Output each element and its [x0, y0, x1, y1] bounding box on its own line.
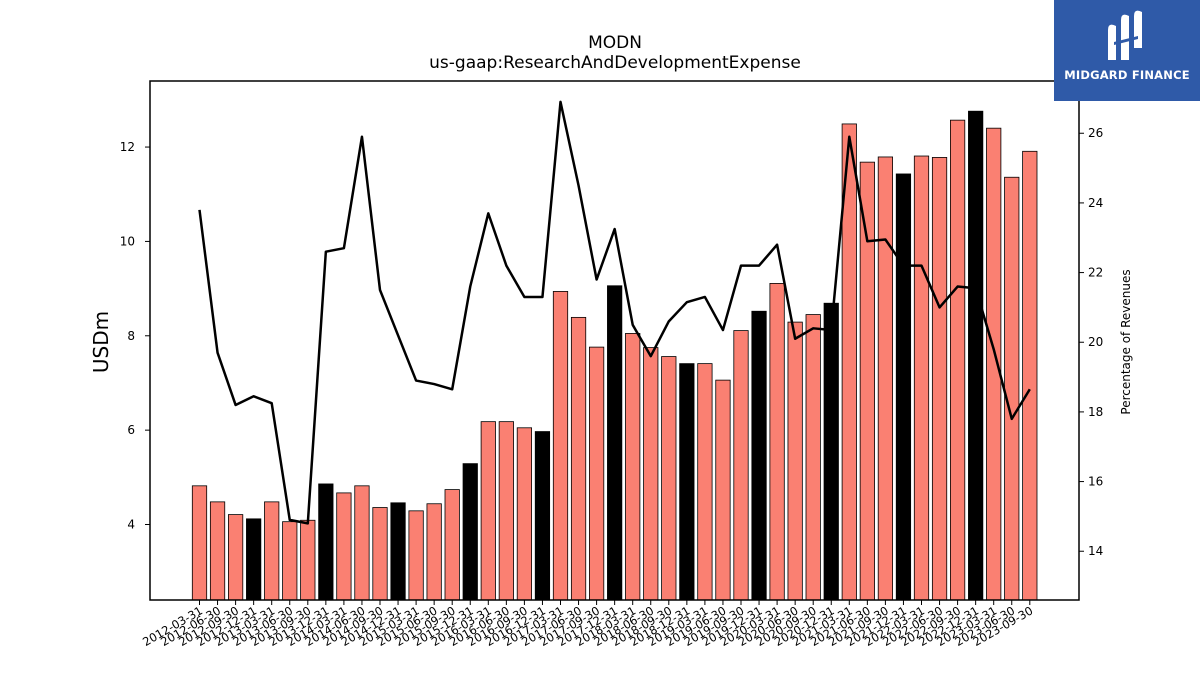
y-tick-label-left: 8: [127, 329, 135, 343]
y-tick-label-left: 12: [120, 140, 135, 154]
bar: [805, 314, 821, 601]
y-tick-label-left: 4: [127, 518, 135, 532]
bar: [968, 110, 984, 601]
bar: [354, 485, 370, 601]
percentage-line: [198, 100, 1031, 525]
bar: [679, 363, 695, 601]
bar: [859, 161, 875, 601]
y-tick-label-right: 22: [1088, 266, 1103, 280]
bar: [570, 316, 587, 601]
bar: [534, 431, 551, 601]
bar: [462, 463, 478, 601]
bar: [697, 363, 713, 601]
y-tick-label-left: 10: [120, 234, 135, 248]
logo-text: MIDGARD FINANCE: [1064, 68, 1190, 82]
bar: [607, 285, 623, 601]
bar: [372, 507, 388, 601]
bar: [1004, 176, 1020, 601]
bar: [751, 310, 767, 601]
bar: [390, 502, 406, 601]
chart-subtitle: us-gaap:ResearchAndDevelopmentExpense: [429, 53, 801, 73]
y-axis-right: 14 16 18 20 22 24 26: [1079, 126, 1103, 558]
bar: [661, 356, 677, 601]
bar: [227, 514, 244, 601]
bar: [318, 483, 334, 601]
y-tick-label-right: 16: [1088, 475, 1103, 489]
bar: [516, 427, 533, 601]
y-axis-label-left: USDm: [89, 311, 113, 373]
bar: [823, 302, 839, 601]
y-axis-label-right: Percentage of Revenues: [1119, 269, 1133, 414]
brand-logo: MIDGARD FINANCE: [1054, 0, 1200, 101]
bar: [950, 119, 966, 601]
bar: [209, 501, 226, 601]
bar: [643, 347, 659, 601]
bar: [733, 330, 749, 601]
bar: [444, 489, 460, 601]
bar: [877, 156, 894, 601]
bar: [552, 291, 569, 601]
bar: [913, 155, 930, 601]
x-axis: 2012-03-312012-06-302012-09-302012-12-31…: [140, 600, 1035, 649]
bar: [300, 519, 316, 601]
bar: [246, 518, 262, 601]
bar: [1022, 150, 1038, 601]
y-tick-label-left: 6: [127, 423, 135, 437]
bar: [895, 173, 912, 601]
bar: [787, 321, 803, 601]
y-tick-label-right: 18: [1088, 405, 1103, 419]
y-axis-left: 4 6 8 10 12: [120, 140, 150, 532]
bar: [931, 157, 948, 601]
bar: [408, 510, 424, 601]
bar: [264, 501, 280, 601]
bar: [426, 503, 442, 601]
bar: [336, 492, 352, 601]
bar: [498, 421, 514, 601]
bar: [282, 521, 298, 601]
y-tick-label-right: 26: [1088, 126, 1103, 140]
bar: [480, 421, 496, 601]
chart-title: MODN: [588, 33, 642, 53]
logo-mark-icon: [1108, 10, 1142, 61]
bar: [715, 379, 731, 601]
y-tick-label-right: 20: [1088, 335, 1103, 349]
y-tick-label-right: 24: [1088, 196, 1103, 210]
line-group: [198, 100, 1031, 525]
bar: [625, 333, 641, 601]
bar: [191, 485, 208, 601]
bar: [769, 283, 785, 601]
y-tick-label-right: 14: [1088, 544, 1103, 558]
bar: [589, 346, 605, 601]
